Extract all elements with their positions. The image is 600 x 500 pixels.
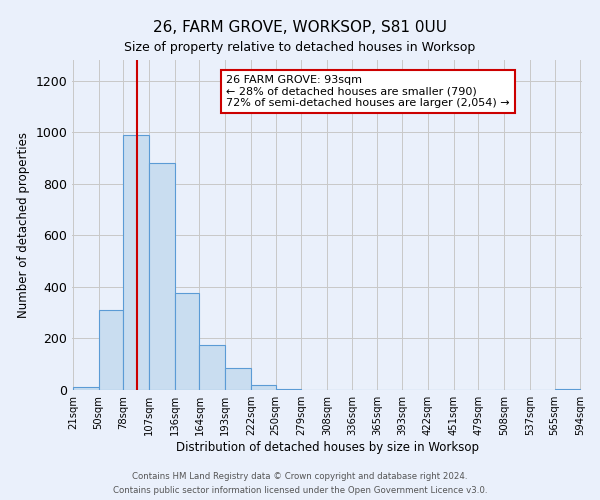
Text: Contains HM Land Registry data © Crown copyright and database right 2024.: Contains HM Land Registry data © Crown c… [132,472,468,481]
Bar [554,388,580,390]
Bar [124,135,149,390]
Bar [199,345,225,390]
Text: Contains public sector information licensed under the Open Government Licence v3: Contains public sector information licen… [113,486,487,495]
Text: 26, FARM GROVE, WORKSOP, S81 0UU: 26, FARM GROVE, WORKSOP, S81 0UU [153,20,447,35]
Bar [149,163,175,390]
X-axis label: Distribution of detached houses by size in Worksop: Distribution of detached houses by size … [176,441,479,454]
Bar [225,368,251,390]
Y-axis label: Number of detached properties: Number of detached properties [17,132,30,318]
Bar [73,388,98,390]
Bar [275,388,301,390]
Text: 26 FARM GROVE: 93sqm
← 28% of detached houses are smaller (790)
72% of semi-deta: 26 FARM GROVE: 93sqm ← 28% of detached h… [226,75,509,108]
Bar [251,385,275,390]
Bar [175,294,199,390]
Bar [98,310,124,390]
Text: Size of property relative to detached houses in Worksop: Size of property relative to detached ho… [124,41,476,54]
